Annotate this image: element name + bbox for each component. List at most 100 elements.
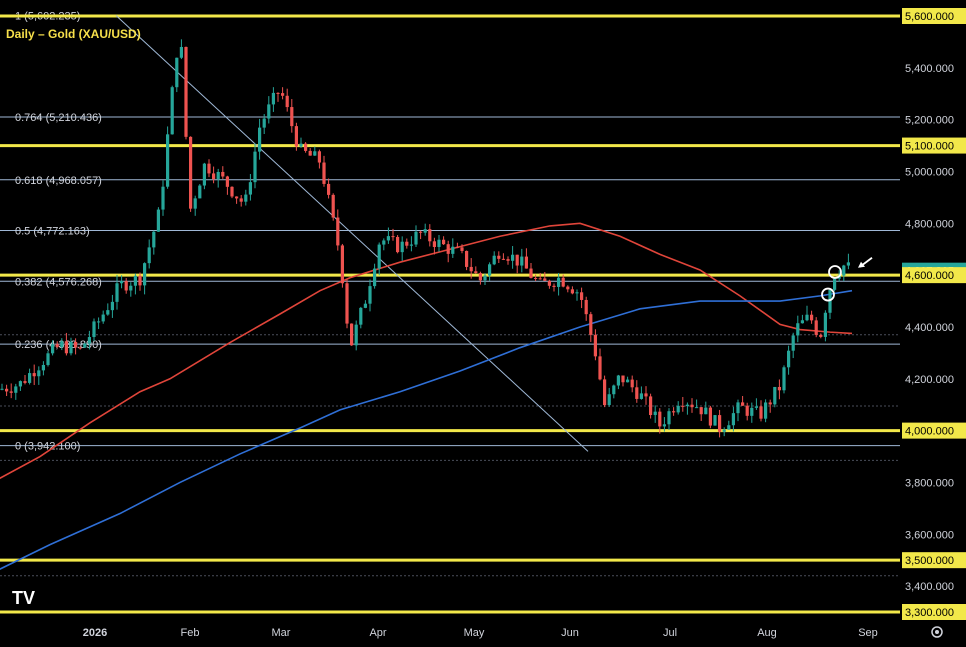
candle-body: [225, 176, 229, 187]
candle-body: [230, 186, 234, 197]
candle-body: [699, 407, 703, 415]
candle-body: [612, 385, 616, 395]
price-axis-label: 4,600.000: [905, 270, 954, 282]
price-axis-label: 3,300.000: [905, 607, 954, 619]
candle-body: [368, 286, 372, 304]
candle-body: [55, 344, 59, 347]
candle-body: [37, 370, 41, 377]
time-axis[interactable]: 2026 Feb Mar Apr May Jun Jul Aug Sep: [83, 627, 878, 639]
candle-body: [814, 320, 818, 335]
candle-body: [419, 231, 423, 233]
candle-body: [828, 289, 832, 313]
candle-body: [603, 379, 607, 406]
minor-lines: [0, 334, 900, 577]
candle-body: [74, 341, 78, 348]
candle-body: [557, 277, 561, 287]
candle-body: [363, 303, 367, 308]
candle-body: [483, 275, 487, 281]
price-axis-label: 3,600.000: [905, 529, 954, 541]
candle-body: [336, 217, 340, 246]
candle-body: [133, 275, 137, 286]
candle-body: [106, 310, 110, 315]
candle-body: [147, 247, 151, 264]
candle-body: [589, 314, 593, 335]
candle-body: [754, 406, 758, 408]
candle-body: [221, 171, 225, 177]
candle-body: [267, 104, 271, 119]
candle-body: [386, 236, 390, 241]
price-axis-label: 5,000.000: [905, 166, 954, 178]
candle-body: [626, 379, 630, 383]
candle-body: [607, 394, 611, 406]
candle-body: [718, 415, 722, 432]
candle-body: [60, 341, 64, 347]
price-axis-label: 5,400.000: [905, 63, 954, 75]
candle-body: [110, 301, 114, 311]
candle-body: [584, 299, 588, 315]
candle-body: [833, 278, 837, 290]
candle-body: [120, 281, 124, 284]
candle-body: [41, 364, 45, 371]
candle-body: [156, 209, 160, 232]
time-axis-label: Aug: [757, 627, 777, 639]
highlight-circle: [828, 265, 842, 279]
candle-body: [432, 241, 436, 247]
candle-body: [350, 323, 354, 346]
candle-body: [216, 171, 220, 180]
time-axis-label: Jul: [663, 627, 677, 639]
candle-body: [198, 185, 202, 199]
price-axis-label: 4,800.000: [905, 218, 954, 230]
candle-body: [5, 388, 9, 392]
candle-body: [202, 163, 206, 186]
candle-body: [731, 413, 735, 426]
arrow-head: [858, 261, 865, 268]
candle-body: [667, 411, 671, 425]
candle-body: [248, 182, 252, 195]
candle-body: [331, 194, 335, 218]
fib-label: 0.764 (5,210.436): [15, 112, 102, 124]
candle-body: [51, 344, 55, 354]
price-axis-label: 4,000.000: [905, 426, 954, 438]
candle-body: [0, 388, 4, 390]
candle-body: [796, 323, 800, 336]
candle-body: [672, 411, 676, 413]
candle-body: [285, 95, 289, 108]
trendline: [115, 15, 589, 452]
candle-body: [506, 259, 510, 261]
candle-body: [580, 292, 584, 300]
candle-body: [764, 402, 768, 419]
candle-body: [9, 391, 13, 393]
candle-body: [290, 107, 294, 127]
candle-body: [377, 244, 381, 269]
candle-body: [276, 92, 280, 94]
price-axis[interactable]: 5,600.000 5,400.000 5,200.000 5,100.000 5,00…: [902, 8, 966, 620]
candle-body: [414, 231, 418, 245]
time-axis-label: Mar: [272, 627, 291, 639]
candle-body: [166, 134, 170, 187]
candle-body: [391, 236, 395, 238]
candle-body: [791, 335, 795, 351]
candle-body: [497, 255, 501, 259]
candle-body: [685, 404, 689, 407]
candle-body: [511, 254, 515, 261]
key-level-tag: [902, 8, 966, 24]
price-axis-label: 4,400.000: [905, 322, 954, 334]
candle-body: [713, 415, 717, 426]
candle-body: [492, 255, 496, 265]
candle-body: [83, 343, 87, 348]
candle-body: [478, 273, 482, 281]
tradingview-logo[interactable]: TV: [12, 588, 35, 608]
candle-body: [207, 163, 211, 174]
candle-body: [488, 264, 492, 276]
candle-body: [704, 407, 708, 415]
settings-gear-icon[interactable]: [931, 626, 943, 638]
candle-body: [14, 386, 18, 393]
candle-body: [244, 194, 248, 202]
candle-body: [782, 367, 786, 391]
key-level-tag: [902, 604, 966, 620]
candle-body: [340, 245, 344, 284]
candle-body: [598, 356, 602, 380]
candle-body: [649, 396, 653, 416]
